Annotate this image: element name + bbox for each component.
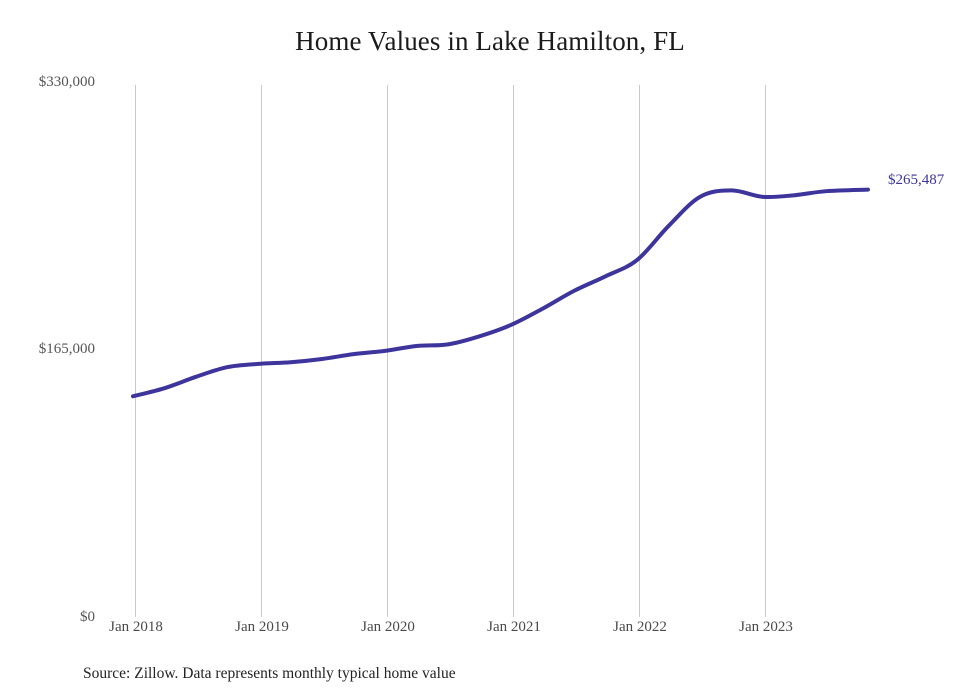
x-axis-tick-jan-2020: Jan 2020 (361, 619, 415, 635)
x-axis-tick-jan-2019: Jan 2019 (235, 619, 289, 635)
x-axis-tick-jan-2022: Jan 2022 (613, 619, 667, 635)
chart-title: Home Values in Lake Hamilton, FL (295, 26, 685, 56)
y-axis-tick-top: $330,000 (38, 74, 95, 90)
x-axis-tick-jan-2018: Jan 2018 (109, 619, 163, 635)
x-axis-tick-jan-2023: Jan 2023 (739, 619, 793, 635)
y-axis-tick-bottom: $0 (80, 609, 95, 625)
y-axis-tick-mid: $165,000 (38, 341, 95, 357)
source-note: Source: Zillow. Data represents monthly … (83, 665, 456, 682)
home-value-line (131, 187, 870, 399)
x-axis-tick-jan-2021: Jan 2021 (487, 619, 541, 635)
gridlines (135, 85, 766, 617)
end-value-annotation: $265,487 (888, 172, 945, 188)
